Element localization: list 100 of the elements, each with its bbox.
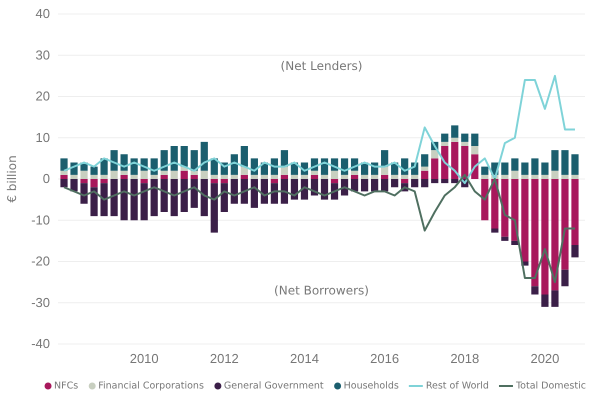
- bar: [561, 174, 569, 179]
- bar: [381, 174, 388, 179]
- legend-label: Total Domestic: [514, 380, 586, 392]
- bar: [431, 150, 438, 158]
- bar: [80, 170, 88, 179]
- bar: [180, 179, 188, 212]
- bar: [120, 174, 128, 179]
- bar: [330, 170, 338, 179]
- bar: [441, 134, 448, 142]
- bar: [70, 174, 78, 179]
- bar: [140, 170, 148, 179]
- bar: [250, 174, 258, 179]
- bar: [290, 174, 298, 179]
- bar: [130, 179, 138, 220]
- bar: [531, 286, 539, 294]
- x-tick-label: 2010: [130, 351, 159, 366]
- bar: [431, 179, 438, 184]
- bar: [481, 179, 488, 220]
- bar: [170, 146, 178, 171]
- bar: [180, 170, 188, 179]
- legend-label: NFCs: [54, 380, 78, 392]
- bar: [391, 179, 398, 188]
- bar: [140, 183, 148, 220]
- bar: [300, 174, 308, 179]
- bar: [280, 179, 288, 204]
- bar: [461, 146, 468, 179]
- bar: [140, 179, 148, 184]
- bar: [220, 174, 228, 179]
- bar: [451, 125, 458, 138]
- bar: [521, 179, 528, 262]
- bar: [170, 179, 178, 216]
- bar: [200, 170, 208, 179]
- bar: [310, 174, 318, 179]
- legend-label: Financial Corporations: [98, 380, 204, 392]
- bar: [320, 174, 328, 179]
- y-tick-label: 40: [36, 6, 50, 22]
- bar: [110, 170, 118, 179]
- y-tick-label: 10: [36, 130, 50, 145]
- bar: [571, 154, 579, 175]
- bar: [150, 179, 158, 216]
- bar: [441, 146, 448, 179]
- bar: [360, 174, 368, 179]
- bar: [240, 179, 248, 204]
- bar: [230, 179, 238, 204]
- x-tick-label: 2012: [210, 351, 239, 366]
- y-tick-label: -10: [31, 212, 50, 228]
- bar: [130, 174, 138, 179]
- bar: [210, 179, 218, 184]
- bar: [190, 179, 198, 208]
- bar: [421, 179, 428, 188]
- y-axis-title: € billion: [5, 155, 19, 203]
- bar: [551, 179, 559, 290]
- bar: [551, 290, 559, 307]
- bar: [160, 174, 168, 179]
- bar: [200, 179, 208, 216]
- bar: [531, 174, 539, 179]
- bar: [411, 174, 418, 179]
- bar: [551, 150, 559, 171]
- bar: [160, 179, 168, 212]
- bar: [100, 174, 108, 179]
- bar: [541, 294, 549, 307]
- bar: [220, 183, 228, 212]
- bar: [270, 174, 278, 179]
- y-tick-label: -40: [31, 336, 50, 352]
- legend-label: Households: [344, 380, 399, 392]
- bar: [170, 170, 178, 179]
- bar: [511, 170, 518, 179]
- bar: [411, 179, 418, 188]
- bar: [501, 179, 508, 237]
- bar: [521, 174, 528, 179]
- bar: [210, 183, 218, 233]
- bar: [471, 146, 478, 154]
- bar: [100, 179, 108, 184]
- bar: [561, 150, 569, 175]
- bar: [120, 179, 128, 220]
- bar: [240, 146, 248, 167]
- bar: [350, 174, 358, 179]
- bar: [190, 150, 198, 171]
- bar: [521, 162, 528, 175]
- bar: [441, 142, 448, 146]
- bar: [360, 179, 368, 192]
- bar: [60, 174, 68, 179]
- bar: [561, 179, 569, 270]
- bar: [501, 162, 508, 175]
- bar: [541, 162, 549, 175]
- bar: [110, 179, 118, 216]
- bar: [481, 166, 488, 175]
- bar: [541, 174, 549, 179]
- line-series: [63, 174, 576, 284]
- bar: [280, 166, 288, 175]
- bar: [60, 158, 68, 171]
- annotation: (Net Lenders): [280, 59, 362, 74]
- bar: [220, 179, 228, 184]
- bar: [280, 174, 288, 179]
- bar: [421, 154, 428, 167]
- bar: [461, 142, 468, 146]
- bar: [421, 170, 428, 179]
- bar: [90, 179, 98, 188]
- bar: [160, 170, 168, 175]
- bar: [340, 174, 348, 179]
